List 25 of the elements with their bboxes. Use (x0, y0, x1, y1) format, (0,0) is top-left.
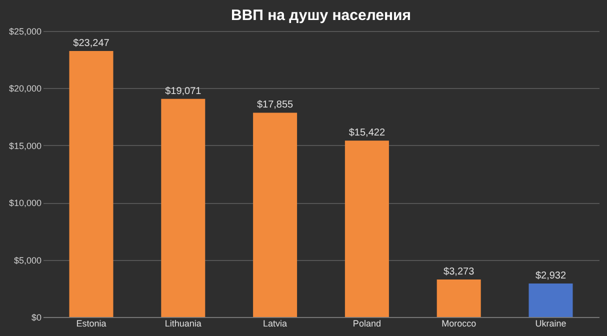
y-tick-label: $10,000 (8, 198, 42, 208)
data-label: $2,932 (535, 270, 566, 282)
x-tick-label: Estonia (76, 318, 106, 328)
y-tick-label: $5,000 (14, 255, 42, 266)
bar (344, 140, 389, 317)
bar (161, 98, 206, 317)
data-label: $15,422 (348, 128, 386, 139)
y-tick-label: $20,000 (8, 84, 42, 94)
bar (436, 280, 481, 317)
data-label: $17,855 (256, 100, 294, 111)
data-label: $23,247 (73, 38, 110, 50)
bar (253, 112, 298, 317)
data-label: $19,071 (165, 86, 202, 97)
bar (528, 283, 573, 317)
bar (69, 51, 114, 317)
x-tick-label: Ukraine (535, 318, 566, 328)
x-tick-label: Lithuania (164, 318, 202, 328)
x-tick-label: Morocco (442, 318, 476, 328)
chart-title: ВВП на душу населения (230, 7, 412, 24)
x-tick-label: Latvia (263, 318, 288, 328)
data-label: $3,273 (444, 266, 475, 278)
x-tick-label: Poland (352, 318, 381, 328)
y-tick-label: $0 (31, 312, 42, 322)
y-tick-label: $15,000 (8, 140, 42, 151)
y-tick-label: $25,000 (8, 26, 42, 36)
